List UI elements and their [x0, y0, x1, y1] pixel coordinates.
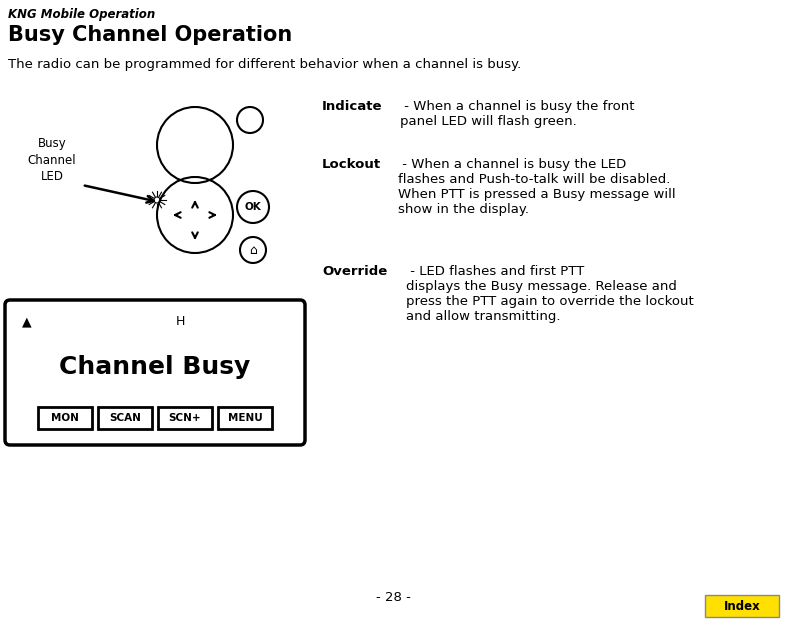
FancyBboxPatch shape	[98, 407, 152, 429]
Text: H: H	[175, 315, 185, 328]
FancyBboxPatch shape	[38, 407, 92, 429]
Text: Busy
Channel
LED: Busy Channel LED	[28, 137, 76, 182]
Text: Lockout: Lockout	[322, 158, 381, 171]
Text: SCAN: SCAN	[109, 413, 141, 423]
Text: SCN+: SCN+	[169, 413, 201, 423]
Text: - LED flashes and first PTT
displays the Busy message. Release and
press the PTT: - LED flashes and first PTT displays the…	[406, 265, 694, 323]
Text: Index: Index	[724, 600, 760, 613]
Text: ⌂: ⌂	[249, 243, 257, 256]
Text: - 28 -: - 28 -	[376, 591, 410, 604]
FancyBboxPatch shape	[218, 407, 272, 429]
Text: ▲: ▲	[22, 315, 31, 328]
Text: MENU: MENU	[228, 413, 263, 423]
Text: Channel Busy: Channel Busy	[60, 355, 251, 379]
Text: KNG Mobile Operation: KNG Mobile Operation	[8, 8, 156, 21]
Text: OK: OK	[244, 202, 262, 212]
Text: Busy Channel Operation: Busy Channel Operation	[8, 25, 292, 45]
Circle shape	[154, 197, 160, 203]
FancyBboxPatch shape	[5, 300, 305, 445]
FancyBboxPatch shape	[705, 595, 779, 617]
FancyBboxPatch shape	[158, 407, 212, 429]
Text: MON: MON	[51, 413, 79, 423]
Text: Override: Override	[322, 265, 387, 278]
Text: - When a channel is busy the front
panel LED will flash green.: - When a channel is busy the front panel…	[400, 100, 634, 128]
Text: The radio can be programmed for different behavior when a channel is busy.: The radio can be programmed for differen…	[8, 58, 521, 71]
Text: - When a channel is busy the LED
flashes and Push-to-talk will be disabled.
When: - When a channel is busy the LED flashes…	[399, 158, 676, 216]
Text: Indicate: Indicate	[322, 100, 383, 113]
